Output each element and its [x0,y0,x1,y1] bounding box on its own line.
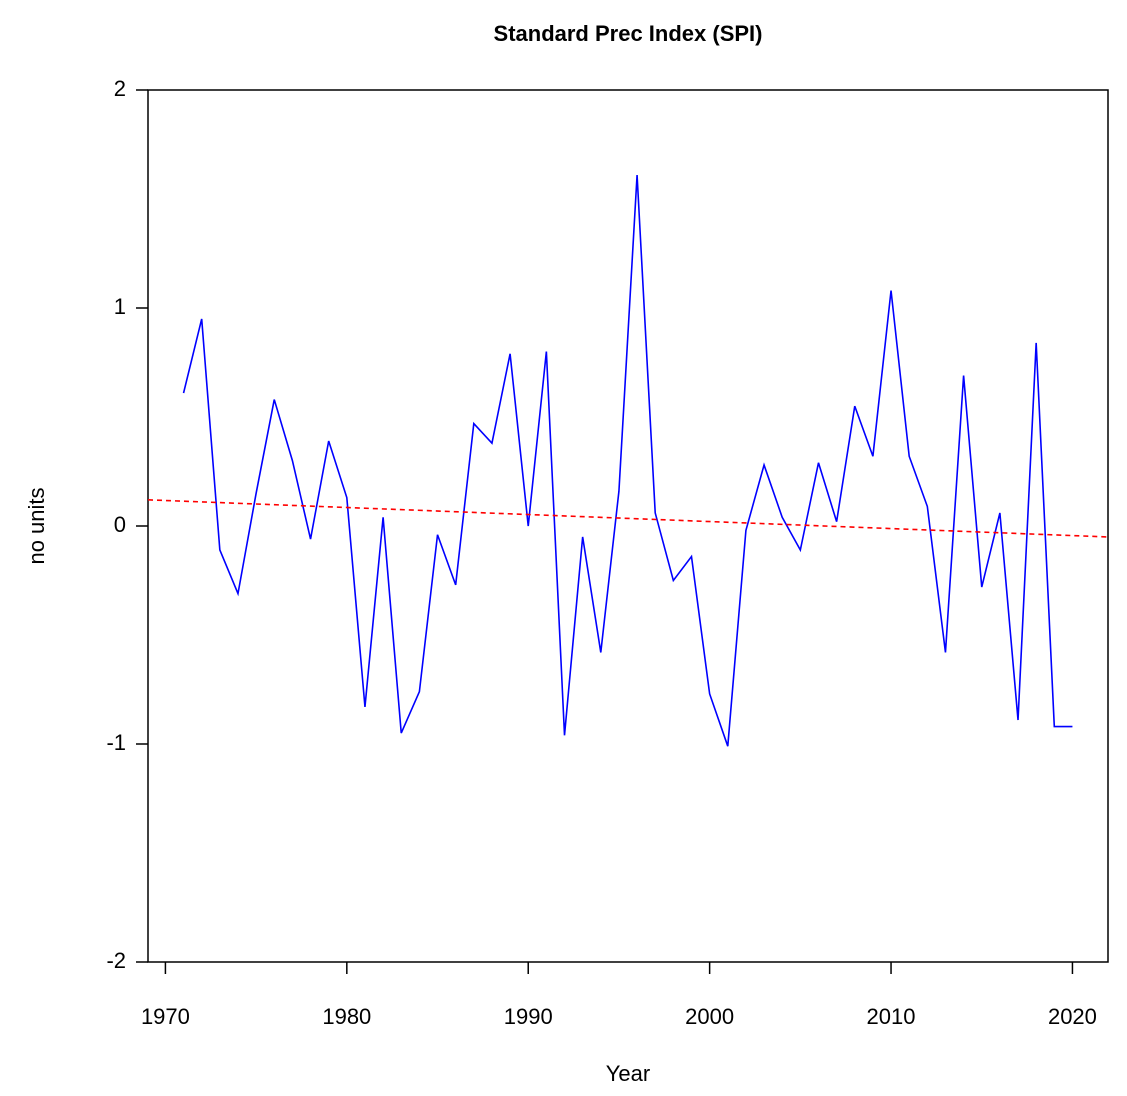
x-tick-label: 2010 [867,1004,916,1029]
x-tick-label: 1990 [504,1004,553,1029]
plot-frame [147,89,1109,963]
y-tick-label: 1 [114,294,126,319]
x-tick-label: 2020 [1048,1004,1097,1029]
data-line [182,174,1073,747]
y-tick-label: -1 [106,730,126,755]
trend-line [147,499,1109,538]
chart-title: Standard Prec Index (SPI) [494,21,763,46]
x-tick-label: 1970 [141,1004,190,1029]
x-axis-label: Year [606,1061,650,1086]
y-tick-label: 0 [114,512,126,537]
x-tick-label: 1980 [322,1004,371,1029]
y-tick-label: -2 [106,948,126,973]
y-axis-label: no units [24,487,49,564]
x-tick-label: 2000 [685,1004,734,1029]
y-tick-label: 2 [114,76,126,101]
